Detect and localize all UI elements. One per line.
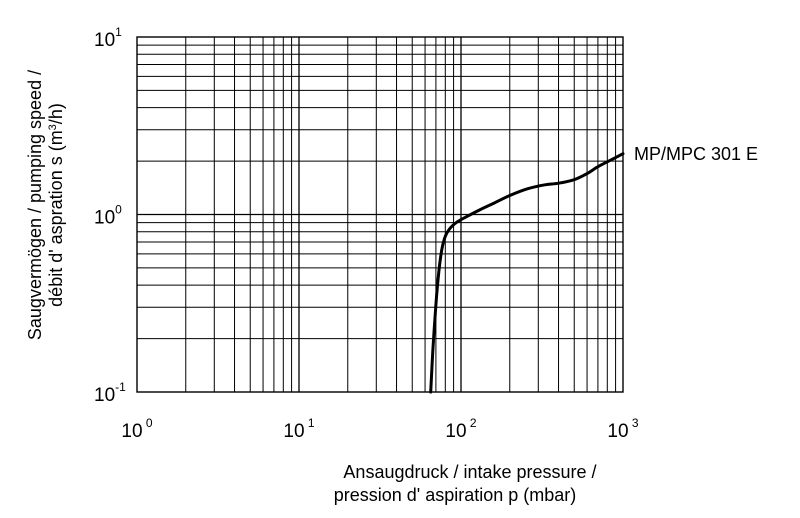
y-axis-title-line-2-text: débit d' aspration s (m bbox=[46, 130, 66, 307]
series-label: MP/MPC 301 E bbox=[634, 144, 758, 164]
x-tick-labels: 10 0 10 1 10 2 10 3 bbox=[121, 416, 638, 442]
x-tick-base: 10 bbox=[283, 421, 304, 442]
x-tick-base: 10 bbox=[121, 421, 142, 442]
x-tick-label: 10 1 bbox=[283, 416, 314, 442]
y-tick-label: 10-1 bbox=[94, 380, 126, 406]
y-axis-title-superscript: 3 bbox=[47, 124, 59, 130]
y-tick-base: 10 bbox=[94, 385, 115, 406]
y-axis-title-line-2-unit: /h) bbox=[46, 103, 66, 124]
y-tick-exponent: -1 bbox=[115, 380, 126, 394]
x-tick-exponent: 0 bbox=[143, 416, 153, 430]
x-axis-title-line-2: pression d' aspiration p (mbar) bbox=[334, 485, 577, 505]
x-tick-label: 10 0 bbox=[121, 416, 152, 442]
x-axis-title-line-1: Ansaugdruck / intake pressure / bbox=[343, 462, 596, 482]
series-layer: MP/MPC 301 E bbox=[429, 144, 758, 394]
x-tick-exponent: 1 bbox=[305, 416, 315, 430]
y-axis-title: Saugvermögen / pumping speed / débit d' … bbox=[25, 70, 66, 340]
y-tick-base: 10 bbox=[94, 30, 115, 51]
x-tick-label: 10 3 bbox=[607, 416, 638, 442]
grid bbox=[137, 37, 623, 392]
y-tick-exponent: 0 bbox=[115, 203, 122, 217]
x-tick-exponent: 2 bbox=[467, 416, 477, 430]
x-tick-label: 10 2 bbox=[445, 416, 476, 442]
x-tick-exponent: 3 bbox=[629, 416, 639, 430]
y-tick-exponent: 1 bbox=[115, 25, 122, 39]
x-tick-base: 10 bbox=[607, 421, 628, 442]
y-tick-label: 101 bbox=[94, 25, 122, 51]
x-tick-base: 10 bbox=[445, 421, 466, 442]
y-tick-label: 100 bbox=[94, 203, 122, 229]
y-axis-title-line-1: Saugvermögen / pumping speed / bbox=[25, 70, 45, 340]
plot-frame bbox=[136, 36, 624, 393]
series-line bbox=[429, 152, 625, 394]
y-tick-base: 10 bbox=[94, 208, 115, 229]
y-axis-title-line-2: débit d' aspration s (m3/h) bbox=[46, 103, 66, 307]
